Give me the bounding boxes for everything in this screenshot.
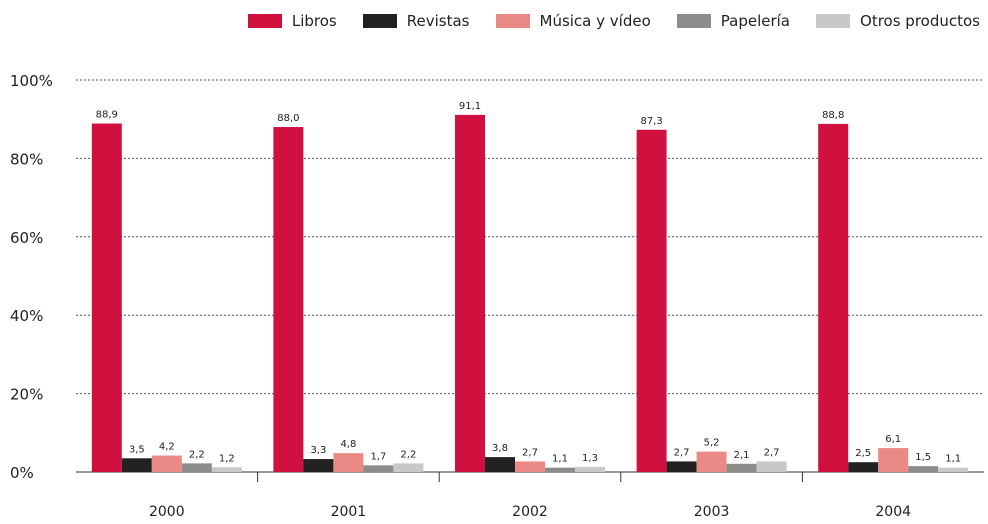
bar bbox=[303, 459, 334, 472]
legend-label-musica-video: Música y vídeo bbox=[539, 12, 651, 30]
data-label: 6,1 bbox=[885, 434, 901, 445]
bar bbox=[91, 123, 122, 473]
data-label: 1,2 bbox=[219, 453, 235, 464]
bar bbox=[181, 463, 212, 472]
bar bbox=[393, 463, 424, 472]
x-tick-label: 2004 bbox=[875, 504, 911, 520]
x-tick-label: 2002 bbox=[512, 504, 548, 520]
data-label: 4,8 bbox=[340, 439, 356, 450]
bar bbox=[938, 467, 969, 472]
bar bbox=[696, 451, 727, 472]
bar bbox=[818, 123, 849, 473]
legend-swatch-libros bbox=[247, 14, 282, 28]
data-label: 3,8 bbox=[492, 443, 508, 454]
y-tick-label: 0% bbox=[10, 464, 34, 482]
y-tick-label: 80% bbox=[10, 150, 43, 168]
data-label: 2,1 bbox=[734, 450, 750, 461]
legend-item-libros: Libros bbox=[247, 12, 337, 30]
data-label: 88,8 bbox=[822, 110, 844, 121]
data-label: 1,5 bbox=[915, 452, 931, 463]
bar bbox=[455, 114, 485, 472]
data-label: 5,2 bbox=[704, 438, 720, 449]
legend-item-revistas: Revistas bbox=[362, 12, 470, 30]
bar bbox=[333, 453, 364, 472]
legend-swatch-otros-productos bbox=[816, 14, 851, 28]
bar bbox=[515, 461, 545, 472]
data-label: 2,2 bbox=[400, 449, 416, 460]
data-label: 3,3 bbox=[310, 445, 326, 456]
y-tick-label: 20% bbox=[10, 386, 43, 404]
legend-label-revistas: Revistas bbox=[406, 12, 470, 30]
bar bbox=[666, 461, 697, 472]
legend-item-papeleria: Papelería bbox=[676, 12, 791, 30]
data-label: 88,0 bbox=[277, 113, 299, 124]
legend-label-papeleria: Papelería bbox=[720, 12, 791, 30]
data-label: 2,7 bbox=[674, 447, 690, 458]
legend-swatch-papeleria bbox=[676, 14, 711, 28]
bar bbox=[756, 461, 787, 472]
x-tick-label: 2003 bbox=[694, 504, 730, 520]
legend-swatch-musica-video bbox=[495, 14, 530, 28]
data-label: 2,5 bbox=[855, 448, 871, 459]
data-label: 2,2 bbox=[189, 449, 205, 460]
data-label: 1,1 bbox=[552, 454, 568, 465]
bar bbox=[848, 462, 879, 472]
y-tick-label: 100% bbox=[10, 72, 53, 90]
data-label: 2,7 bbox=[764, 447, 780, 458]
bar bbox=[121, 458, 152, 472]
data-label: 3,5 bbox=[129, 444, 145, 455]
data-label: 87,3 bbox=[640, 116, 662, 127]
bar bbox=[575, 466, 605, 472]
data-label: 1,7 bbox=[370, 451, 386, 462]
data-label: 1,3 bbox=[582, 453, 598, 464]
bar bbox=[485, 457, 515, 472]
x-tick-label: 2000 bbox=[149, 504, 185, 520]
data-label: 4,2 bbox=[159, 442, 175, 453]
bar bbox=[211, 467, 242, 472]
y-tick-label: 60% bbox=[10, 229, 43, 247]
bar bbox=[878, 448, 909, 472]
legend-label-otros-productos: Otros productos bbox=[860, 12, 980, 30]
legend-label-libros: Libros bbox=[291, 12, 337, 30]
data-label: 1,1 bbox=[945, 454, 961, 465]
bar bbox=[908, 466, 939, 472]
bar bbox=[726, 463, 757, 472]
bar bbox=[363, 465, 394, 472]
y-tick-label: 40% bbox=[10, 307, 43, 325]
data-label: 2,7 bbox=[522, 447, 538, 458]
bar bbox=[545, 467, 575, 472]
data-label: 91,1 bbox=[459, 101, 481, 112]
legend-item-musica-video: Música y vídeo bbox=[495, 12, 651, 30]
x-tick-label: 2001 bbox=[331, 504, 367, 520]
bar bbox=[151, 455, 182, 472]
legend-swatch-revistas bbox=[362, 14, 397, 28]
data-label: 88,9 bbox=[96, 110, 118, 121]
chart-legend: Libros Revistas Música y vídeo Papelería… bbox=[247, 12, 980, 30]
bar bbox=[636, 129, 667, 472]
legend-item-otros-productos: Otros productos bbox=[816, 12, 980, 30]
bar bbox=[273, 127, 304, 472]
